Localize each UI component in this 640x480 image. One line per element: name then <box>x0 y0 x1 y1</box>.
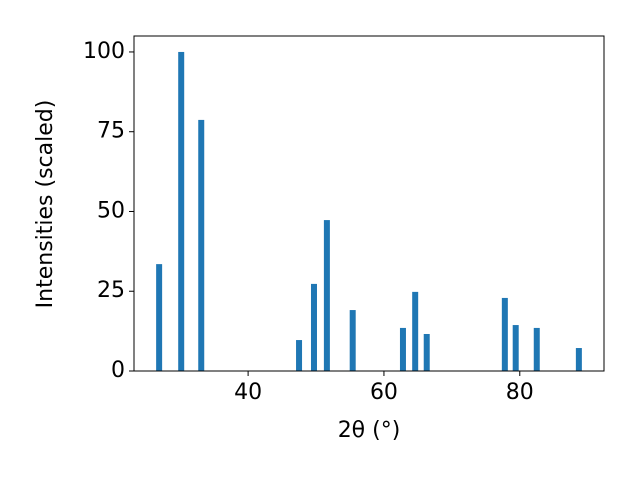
x-tick-label: 60 <box>370 380 398 405</box>
y-axis-label: Intensities (scaled) <box>33 100 58 309</box>
bar <box>512 325 519 371</box>
bar <box>412 291 419 371</box>
plot-frame <box>133 35 605 372</box>
bar <box>198 119 205 372</box>
x-tick-label: 80 <box>506 380 534 405</box>
bar <box>178 51 185 371</box>
x-tick-label: 40 <box>234 380 262 405</box>
bar <box>533 327 540 371</box>
bar <box>156 264 163 371</box>
x-axis-label: 2θ (°) <box>338 418 401 443</box>
y-tick-label: 100 <box>83 39 125 64</box>
bar <box>501 297 508 371</box>
bar <box>423 333 430 371</box>
y-tick-label: 50 <box>97 198 125 223</box>
y-tick-label: 0 <box>111 358 125 383</box>
y-tick-label: 75 <box>97 119 125 144</box>
y-tick-label: 25 <box>97 278 125 303</box>
bar <box>310 283 317 371</box>
bar <box>323 220 330 371</box>
bar <box>349 310 356 371</box>
bar <box>575 348 582 371</box>
bar <box>399 327 406 371</box>
bar <box>296 340 303 371</box>
